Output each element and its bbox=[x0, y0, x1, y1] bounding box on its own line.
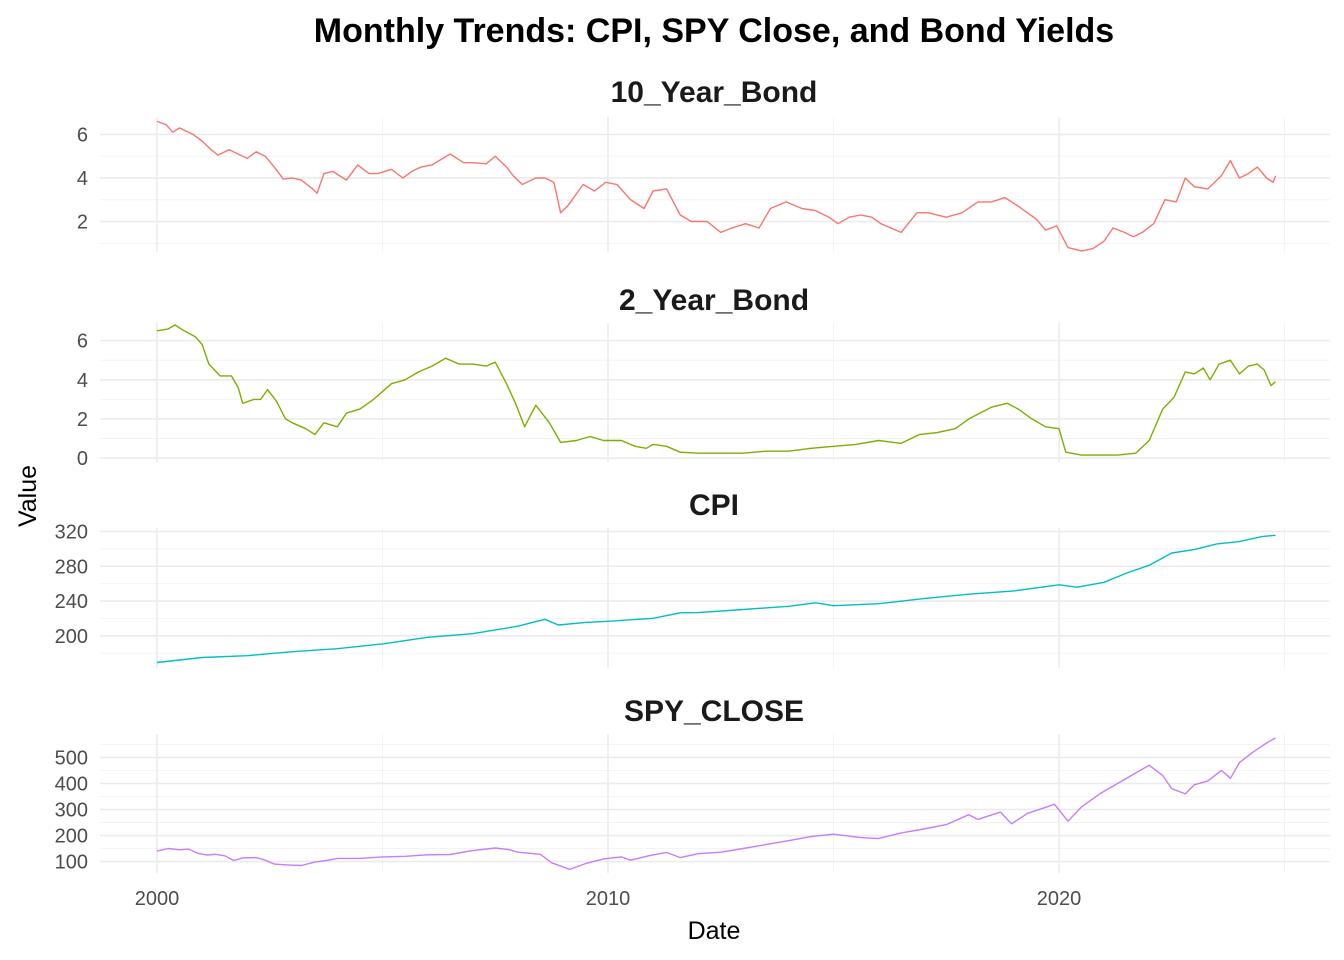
series-line-cpi bbox=[156, 534, 1276, 664]
panel-strip-label: 2_Year_Bond bbox=[619, 284, 809, 317]
facet-panels: 2 4 6 10_Year_Bond 0 2 4 6 2_Year_Bond 200 240 280 3… bbox=[55, 76, 1330, 874]
y-tick-label: 500 bbox=[55, 747, 88, 769]
x-tick-label: 2020 bbox=[1037, 888, 1082, 910]
y-tick-label: 240 bbox=[55, 591, 88, 613]
x-axis-title: Date bbox=[688, 917, 741, 945]
panel-2-year-bond: 0 2 4 6 2_Year_Bond bbox=[77, 284, 1330, 470]
chart-title: Monthly Trends: CPI, SPY Close, and Bond… bbox=[314, 12, 1114, 50]
panel-spy-close: 100 200 300 400 500 SPY_CLOSE bbox=[55, 695, 1330, 874]
panel-strip-label: CPI bbox=[689, 489, 739, 522]
y-tick-label: 280 bbox=[55, 556, 88, 578]
y-tick-label: 0 bbox=[77, 448, 88, 470]
y-tick-label: 200 bbox=[55, 826, 88, 848]
y-axis-title: Value bbox=[14, 465, 42, 527]
series-line-spy-close bbox=[156, 737, 1276, 871]
y-tick-label: 200 bbox=[55, 626, 88, 648]
y-tick-label: 6 bbox=[77, 124, 88, 146]
x-tick-label: 2000 bbox=[135, 888, 180, 910]
panel-10-year-bond: 2 4 6 10_Year_Bond bbox=[77, 76, 1330, 252]
y-tick-label: 4 bbox=[77, 168, 88, 190]
x-axis: 2000 2010 2020 bbox=[135, 888, 1082, 910]
series-line-10-year-bond bbox=[156, 120, 1277, 252]
panel-strip-label: 10_Year_Bond bbox=[611, 76, 818, 109]
series-line-2-year-bond bbox=[156, 324, 1276, 456]
y-tick-label: 2 bbox=[77, 409, 88, 431]
x-tick-label: 2010 bbox=[586, 888, 631, 910]
y-tick-label: 2 bbox=[77, 212, 88, 234]
y-tick-label: 100 bbox=[55, 852, 88, 874]
y-tick-label: 6 bbox=[77, 331, 88, 353]
panel-cpi: 200 240 280 320 CPI bbox=[55, 489, 1330, 668]
y-tick-label: 300 bbox=[55, 799, 88, 821]
y-tick-label: 320 bbox=[55, 521, 88, 543]
y-tick-label: 4 bbox=[77, 370, 88, 392]
panel-strip-label: SPY_CLOSE bbox=[624, 695, 804, 728]
y-tick-label: 400 bbox=[55, 773, 88, 795]
